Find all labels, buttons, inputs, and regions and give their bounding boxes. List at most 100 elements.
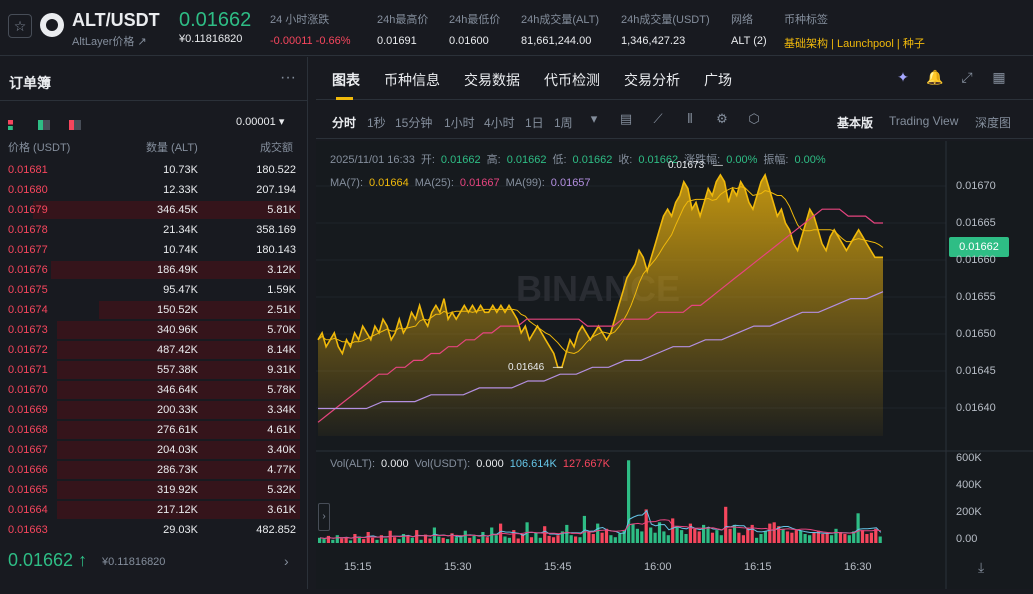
volume-bar [702,524,706,543]
volume-bar [529,537,534,543]
candle-type-icon[interactable]: ⫴ [687,111,693,126]
interval-dropdown-icon[interactable]: ▾ [590,111,598,126]
volume-info: Vol(ALT): 0.000 Vol(USDT): 0.000 106.614K 127… [330,458,610,470]
volume-bar [604,528,609,543]
ask-row[interactable]: 0.01665 319.92K 5.32K [0,480,300,500]
stat-network[interactable]: 网络 ALT (2) [731,14,767,47]
ask-price: 0.01671 [8,364,48,376]
ask-row[interactable]: 0.01678 21.34K 358.169 [0,220,300,240]
ask-row[interactable]: 0.01667 204.03K 3.40K [0,440,300,460]
order-book-last-fiat: ¥0.11816820 [102,556,166,568]
expand-icon[interactable]: ⤢ [961,69,973,85]
x-tick: 15:45 [544,561,572,573]
y-tick: 0.01665 [956,217,996,229]
ask-row[interactable]: 0.01671 557.38K 9.31K [0,360,300,380]
ask-row[interactable]: 0.01681 10.73K 180.522 [0,160,300,180]
view-depth[interactable]: 深度图 [975,116,1012,130]
chart-canvas[interactable]: BINANCE [316,141,1033,591]
order-book-panel: 订单簿 ··· 0.00001 ▾ 价格 (USDT) 数量 (ALT) 成交额… [0,57,308,589]
interval-4h[interactable]: 4小时 [484,116,515,130]
price-line [317,172,883,369]
collapse-handle[interactable]: › [318,503,330,531]
interval-1h[interactable]: 1小时 [444,116,475,130]
layout-grid-icon[interactable]: ▦ [992,69,1006,85]
col-header-qty: 数量 (ALT) [146,142,198,154]
ask-row[interactable]: 0.01673 340.96K 5.70K [0,320,300,340]
ask-row[interactable]: 0.01670 346.64K 5.78K [0,380,300,400]
view-bids-icon[interactable] [38,120,51,130]
ask-total: 3.61K [267,504,296,516]
ask-price: 0.01669 [8,404,48,416]
volume-bar [371,537,375,543]
pair-symbol[interactable]: ALT/USDT [72,10,160,30]
ask-row[interactable]: 0.01676 186.49K 3.12K [0,260,300,280]
interval-1s[interactable]: 1秒 [367,116,386,130]
ask-total: 180.143 [256,244,296,256]
tab-token-check[interactable]: 代币检测 [544,72,600,88]
y-tick: 0.01645 [956,365,996,377]
volume-bar [613,537,617,543]
depth-bar [57,321,300,339]
volume-bar [534,532,538,543]
ask-row[interactable]: 0.01674 150.52K 2.51K [0,300,300,320]
price-area [318,174,883,436]
price-chart[interactable]: BINANCE 2025/11/01 16:33 开: 0.01662 高: 0.016… [316,141,1033,591]
view-both-icon[interactable] [8,120,20,130]
view-basic[interactable]: 基本版 [837,116,874,130]
vol-tick: 0.00 [956,533,978,545]
bell-icon[interactable]: 🔔 [926,69,944,85]
volume-bar [755,537,759,543]
ask-row[interactable]: 0.01668 276.61K 4.61K [0,420,300,440]
volume-bar [591,534,595,543]
ask-qty: 95.47K [163,284,198,296]
volume-bar [437,536,441,543]
chevron-right-icon[interactable]: › [284,553,289,569]
volume-bar [631,523,635,543]
calendar-icon[interactable]: ▤ [619,111,633,126]
ai-sparkle-icon[interactable]: ✦ [897,69,909,85]
ask-row[interactable]: 0.01672 487.42K 8.14K [0,340,300,360]
tab-trading-data[interactable]: 交易数据 [464,72,520,88]
volume-bar [454,537,458,543]
ask-row[interactable]: 0.01669 200.33K 3.34K [0,400,300,420]
ask-row[interactable]: 0.01677 10.74K 180.143 [0,240,300,260]
ask-row[interactable]: 0.01663 29.03K 482.852 [0,520,300,540]
chart-toolbar: 分时 1秒 15分钟 1小时 4小时 1日 1周 ▾ ▤ ⟋ ⫴ ⚙ ⬡ 基本版… [316,101,1033,139]
volume-bar [719,535,723,543]
x-tick: 16:00 [644,561,672,573]
ask-row[interactable]: 0.01664 217.12K 3.61K [0,500,300,520]
volume-bar [362,539,366,543]
precision-select[interactable]: 0.00001 ▾ [236,116,285,128]
interval-1d[interactable]: 1日 [525,116,544,130]
view-asks-icon[interactable] [68,120,81,130]
ask-total: 207.194 [256,184,296,196]
stat-24h-volume-alt: 24h成交量(ALT) 81,661,244.00 [521,14,600,47]
interval-1w[interactable]: 1周 [554,116,573,130]
tab-chart[interactable]: 图表 [332,72,360,88]
scroll-to-latest-icon[interactable]: ⤓ [978,559,985,575]
ask-row[interactable]: 0.01675 95.47K 1.59K [0,280,300,300]
chart-settings-icon[interactable]: ⚙ [716,111,728,126]
volume-bar [693,528,697,543]
hexagon-icon[interactable]: ⬡ [748,111,760,126]
volume-bar [600,532,604,543]
ma7-line [317,186,884,355]
ask-row[interactable]: 0.01679 346.45K 5.81K [0,200,300,220]
volume-bar [808,535,812,543]
divider [0,100,308,101]
view-tradingview[interactable]: Trading View [889,114,959,128]
tab-coin-info[interactable]: 币种信息 [384,72,440,88]
more-options-icon[interactable]: ··· [280,69,296,86]
tab-trade-analysis[interactable]: 交易分析 [624,72,680,88]
ask-row[interactable]: 0.01666 286.73K 4.77K [0,460,300,480]
ask-qty: 340.96K [157,324,198,336]
interval-15m[interactable]: 15分钟 [395,116,433,130]
pair-subtitle-link[interactable]: AltLayer价格 ↗ [72,36,147,48]
tab-square[interactable]: 广场 [704,72,732,88]
stat-coin-tags[interactable]: 币种标签 基础架构 | Launchpool | 种子 [784,14,925,50]
indicator-icon[interactable]: ⟋ [653,111,663,126]
ask-row[interactable]: 0.01680 12.33K 207.194 [0,180,300,200]
interval-line[interactable]: 分时 [332,116,357,130]
volume-bar [366,532,370,543]
star-icon[interactable]: ☆ [8,14,32,38]
